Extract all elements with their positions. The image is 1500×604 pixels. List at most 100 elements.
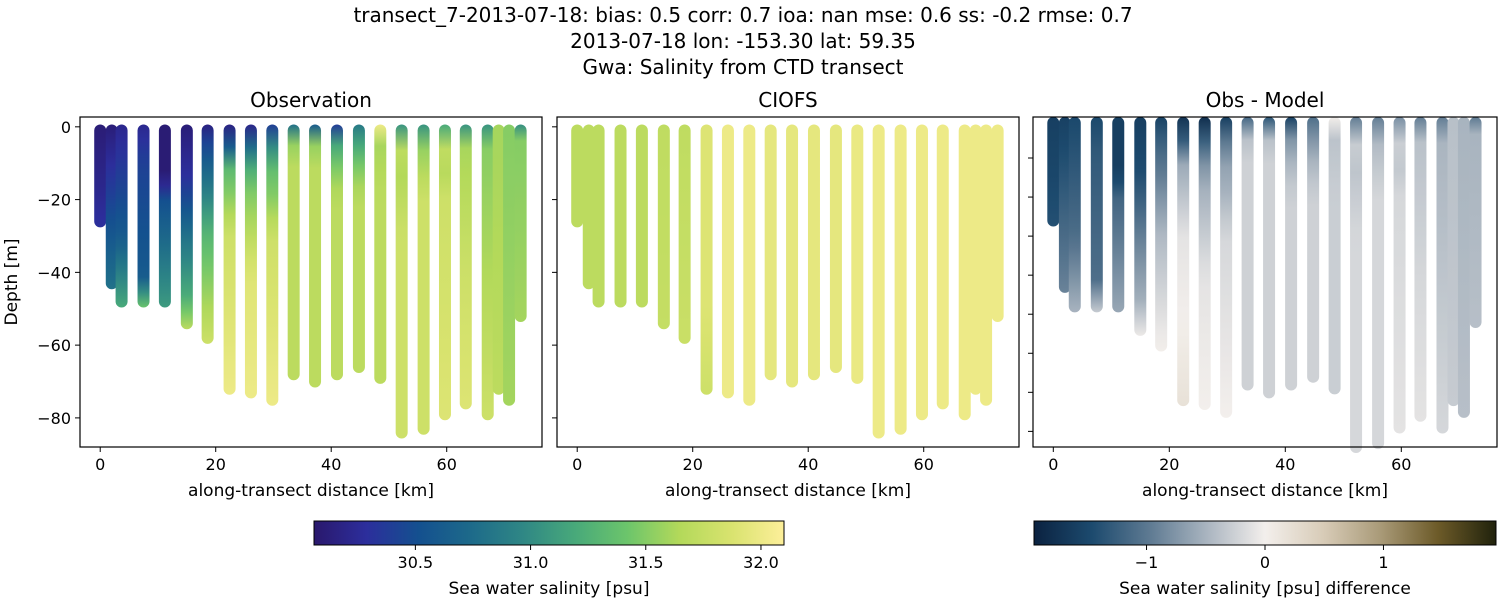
station-profile-69km: [1447, 116, 1460, 407]
station-profile-56km: [1372, 116, 1385, 450]
station-profile-26.1km: [244, 124, 257, 399]
x-tick-label: 20: [1159, 455, 1179, 474]
y-tick-label: −80: [37, 409, 71, 428]
station-profile-2km: [105, 124, 118, 290]
station-profile-70.8km: [503, 124, 516, 406]
station-profile-3.7km: [115, 124, 128, 308]
station-profile-52.2km: [1350, 116, 1363, 454]
station-profile-41km: [1285, 116, 1298, 391]
station-profile-37.2km: [1263, 116, 1276, 399]
station-profile-22.4km: [1177, 116, 1190, 407]
station-profile-56km: [417, 124, 430, 435]
colorbar-gradient: [313, 520, 785, 546]
station-profile-59.7km: [1393, 116, 1406, 434]
station-profile-48.5km: [851, 124, 864, 384]
suptitle-line-1: transect_7-2013-07-18: bias: 0.5 corr: 0…: [353, 3, 1132, 27]
panel-title: CIOFS: [758, 88, 817, 112]
station-profile-26.1km: [721, 124, 734, 399]
station-profile-0km: [571, 124, 584, 228]
x-tick-label: 40: [1275, 455, 1295, 474]
y-tick-label: −60: [37, 336, 71, 355]
y-tick-label: −40: [37, 263, 71, 282]
station-profile-7.5km: [614, 124, 627, 308]
station-profile-63.3km: [1414, 116, 1427, 422]
panel-obs-minus-model: Obs - Model along-transect distance [km]…: [1028, 88, 1498, 501]
station-profile-29.8km: [1220, 116, 1233, 418]
station-profile-72.8km: [991, 124, 1004, 323]
station-profile-2km: [1058, 116, 1071, 293]
x-tick-label: 40: [798, 455, 818, 474]
panel-ciofs: CIOFS along-transect distance [km] 0 20 40…: [552, 88, 1020, 501]
colorbar-label: Sea water salinity [psu] difference: [1119, 579, 1411, 599]
station-profile-67.1km: [958, 124, 971, 421]
x-tick-label: 40: [321, 455, 341, 474]
station-profile-22.4km: [700, 124, 713, 395]
station-profile-48.5km: [1328, 116, 1341, 395]
colorbar-label: Sea water salinity [psu]: [449, 579, 650, 599]
station-profile-44.8km: [829, 124, 842, 373]
x-axis-label: along-transect distance [km]: [188, 481, 434, 501]
colorbar-tick-label: 30.5: [398, 553, 434, 572]
station-profile-22.4km: [223, 124, 236, 395]
y-tick-label: −20: [37, 191, 71, 210]
station-profile-52.2km: [395, 124, 408, 439]
x-tick-label: 0: [1048, 455, 1058, 474]
colorbar-salinity: Sea water salinity [psu] 30.5 31.0 31.5 32.…: [313, 520, 785, 599]
x-tick-label: 0: [95, 455, 105, 474]
station-profile-67.1km: [1436, 116, 1449, 434]
station-profile-41km: [807, 124, 820, 381]
station-profile-11.2km: [158, 124, 171, 308]
colorbar-tick-label: 0: [1260, 553, 1270, 572]
station-profile-3.7km: [592, 124, 605, 308]
station-profile-70.8km: [1457, 116, 1470, 418]
station-profile-33.5km: [287, 124, 300, 381]
station-profile-29.8km: [743, 124, 756, 406]
colorbar-gradient: [1033, 520, 1497, 546]
y-axis-label: Depth [m]: [2, 238, 22, 325]
axes-frame: [79, 116, 543, 448]
station-profile-59.7km: [438, 124, 451, 421]
station-profile-15km: [1134, 116, 1147, 336]
station-profile-59.7km: [915, 124, 928, 421]
station-profile-26.1km: [1198, 116, 1211, 411]
station-profile-52.2km: [872, 124, 885, 439]
station-profile-44.8km: [1307, 116, 1320, 383]
station-profile-15km: [180, 124, 193, 330]
panel-title: Observation: [250, 88, 372, 112]
station-profile-44.8km: [352, 124, 365, 373]
axes-frame: [1032, 116, 1498, 448]
station-profile-41km: [330, 124, 343, 381]
station-profile-70.8km: [980, 124, 993, 406]
station-profile-72.8km: [514, 124, 527, 323]
station-profile-63.3km: [459, 124, 472, 410]
station-profile-33.5km: [1241, 116, 1254, 391]
station-profile-7.5km: [1090, 116, 1103, 313]
station-profile-56km: [894, 124, 907, 435]
colorbar-difference: Sea water salinity [psu] difference −1 0 1: [1033, 520, 1497, 599]
station-profile-7.5km: [137, 124, 150, 308]
station-profile-67.1km: [481, 124, 494, 421]
x-tick-label: 20: [683, 455, 703, 474]
station-profile-72.8km: [1469, 116, 1482, 329]
station-profile-69km: [492, 124, 505, 395]
panel-title: Obs - Model: [1206, 88, 1325, 112]
station-profile-18.6km: [678, 124, 691, 344]
panel-observation: Observation along-transect distance [km]…: [2, 88, 543, 501]
station-profile-0km: [1047, 116, 1060, 227]
x-tick-label: 0: [572, 455, 582, 474]
station-profile-48.5km: [374, 124, 387, 384]
x-tick-label: 60: [914, 455, 934, 474]
station-profile-63.3km: [936, 124, 949, 410]
x-tick-label: 60: [1391, 455, 1411, 474]
x-axis-label: along-transect distance [km]: [1142, 481, 1388, 501]
station-profile-29.8km: [266, 124, 279, 406]
station-profile-18.6km: [201, 124, 214, 344]
station-profile-3.7km: [1068, 116, 1081, 313]
station-profile-69km: [969, 124, 982, 395]
axes-frame: [556, 116, 1020, 448]
x-tick-label: 20: [206, 455, 226, 474]
suptitle-line-3: Gwa: Salinity from CTD transect: [583, 55, 904, 79]
station-profile-37.2km: [309, 124, 322, 388]
station-profile-11.2km: [635, 124, 648, 308]
